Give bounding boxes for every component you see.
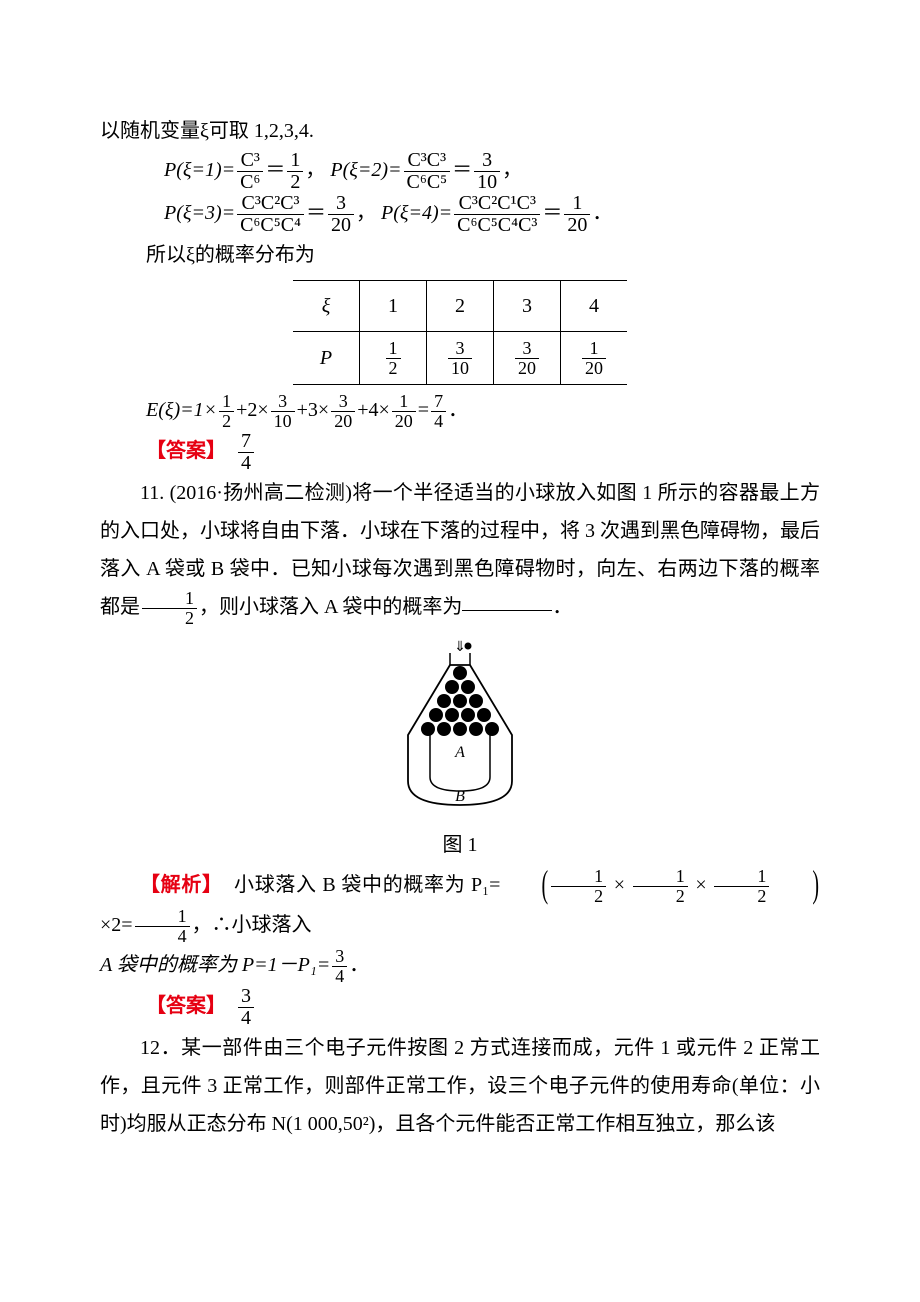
E-f4: 120	[392, 392, 416, 431]
E-f1: 12	[219, 392, 234, 431]
th-3: 3	[494, 281, 561, 332]
prob-line-1: P(ξ=1)=C³C⁶＝12， P(ξ=2)=C³C³C⁶C⁵＝310，	[100, 150, 820, 193]
p4-lead: P(ξ=4)=	[381, 202, 452, 224]
cell-2: 310	[427, 332, 494, 385]
question-12: 12．某一部件由三个电子元件按图 2 方式连接而成，元件 1 或元件 2 正常工…	[100, 1029, 820, 1143]
cell-3: 320	[494, 332, 561, 385]
q11-sol-b: ×2=	[100, 914, 133, 936]
cell-1: 12	[360, 332, 427, 385]
answer-11-frac: 34	[238, 986, 254, 1029]
th-2: 2	[427, 281, 494, 332]
E-p2: +2×	[236, 399, 269, 421]
lparen-icon: (	[501, 849, 548, 921]
answer-label-2: 【答案】	[146, 995, 226, 1017]
prob-line-2: P(ξ=3)=C³C²C³C⁶C⁵C⁴＝320， P(ξ=4)=C³C²C¹C³…	[100, 193, 820, 236]
page-root: 以随机变量ξ可取 1,2,3,4. P(ξ=1)=C³C⁶＝12， P(ξ=2)…	[0, 0, 920, 1302]
E-f3: 320	[331, 392, 355, 431]
sol-three-quarter: 34	[332, 947, 347, 986]
q11-sol-d: A 袋中的概率为 P=1－P₁=	[100, 954, 330, 976]
p1-lead: P(ξ=1)=	[164, 159, 235, 181]
comma-2: ，	[502, 159, 522, 181]
expectation-line: E(ξ)=1×12+2×310+3×320+4×120=74．	[100, 391, 820, 431]
sol-half-1: 12	[551, 867, 606, 906]
p4-frac-c: C³C²C¹C³C⁶C⁵C⁴C³	[454, 193, 540, 236]
q11-sol-c: ，∴小球落入	[192, 914, 312, 936]
table-head-row: ξ 1 2 3 4	[293, 281, 627, 332]
E-period: ．	[448, 399, 468, 421]
p3-frac-v: 320	[328, 193, 354, 236]
sol-quarter: 14	[135, 907, 190, 946]
dist-intro: 所以ξ的概率分布为	[100, 236, 820, 274]
rparen-icon: )	[772, 849, 819, 921]
fill-blank	[462, 591, 552, 611]
E-p3: +3×	[297, 399, 330, 421]
eq-text-3: ＝	[306, 202, 326, 224]
answer-10: 【答案】 74	[100, 431, 820, 474]
eq-text: ＝	[265, 159, 285, 181]
galton-board-icon: ⇓ A B	[390, 639, 530, 809]
intro-line: 以随机变量ξ可取 1,2,3,4.	[100, 112, 820, 150]
answer-11: 【答案】 34	[100, 986, 820, 1029]
q11-sol-a: 小球落入 B 袋中的概率为 P₁=	[234, 874, 500, 896]
eq-text-4: ＝	[542, 202, 562, 224]
p2-lead: P(ξ=2)=	[330, 159, 401, 181]
label-A: A	[454, 744, 465, 761]
th-1: 1	[360, 281, 427, 332]
table-prob-row: P 12 310 320 120	[293, 332, 627, 385]
p4-frac-v: 120	[564, 193, 590, 236]
p1-frac-v: 12	[287, 150, 303, 193]
E-lead: E(ξ)=1×	[146, 399, 217, 421]
E-res: 74	[431, 392, 446, 431]
question-11: 11. (2016·扬州高二检测)将一个半径适当的小球放入如图 1 所示的容器最…	[100, 474, 820, 628]
p3-frac-c: C³C²C³C⁶C⁵C⁴	[237, 193, 304, 236]
p1-frac-c: C³C⁶	[237, 150, 263, 193]
answer-10-frac: 74	[238, 431, 254, 474]
th-xi: ξ	[293, 281, 360, 332]
q11-half: 12	[142, 589, 197, 628]
sol-half-2: 12	[633, 867, 688, 906]
analysis-label: 【解析】	[140, 874, 223, 896]
p3-lead: P(ξ=3)=	[164, 202, 235, 224]
cell-4: 120	[561, 332, 628, 385]
p2-frac-v: 310	[474, 150, 500, 193]
analysis-11-line2: A 袋中的概率为 P=1－P₁=34．	[100, 946, 820, 986]
p2-frac-c: C³C³C⁶C⁵	[404, 150, 451, 193]
eq-text-2: ＝	[452, 159, 472, 181]
th-4: 4	[561, 281, 628, 332]
E-eq: =	[418, 399, 429, 421]
figure-1: ⇓ A B	[100, 639, 820, 864]
answer-label: 【答案】	[146, 440, 226, 462]
svg-text:⇓: ⇓	[454, 640, 466, 655]
q11-period: ．	[552, 596, 572, 618]
comma-3: ，	[356, 202, 381, 224]
analysis-11: 【解析】 小球落入 B 袋中的概率为 P₁=(12 × 12 × 12)×2=1…	[100, 866, 820, 946]
label-B: B	[455, 788, 465, 805]
distribution-table: ξ 1 2 3 4 P 12 310 320 120	[293, 280, 627, 385]
E-p4: +4×	[357, 399, 390, 421]
period-1: ．	[592, 202, 612, 224]
q11-tail: ，则小球落入 A 袋中的概率为	[199, 596, 462, 618]
q11-sol-period: ．	[349, 954, 369, 976]
times-2: ×	[690, 874, 713, 896]
E-f2: 310	[271, 392, 295, 431]
times-1: ×	[608, 874, 631, 896]
sol-half-3: 12	[714, 867, 769, 906]
comma: ，	[305, 159, 330, 181]
row-label-p: P	[293, 332, 360, 385]
figure-1-caption: 图 1	[100, 826, 820, 864]
